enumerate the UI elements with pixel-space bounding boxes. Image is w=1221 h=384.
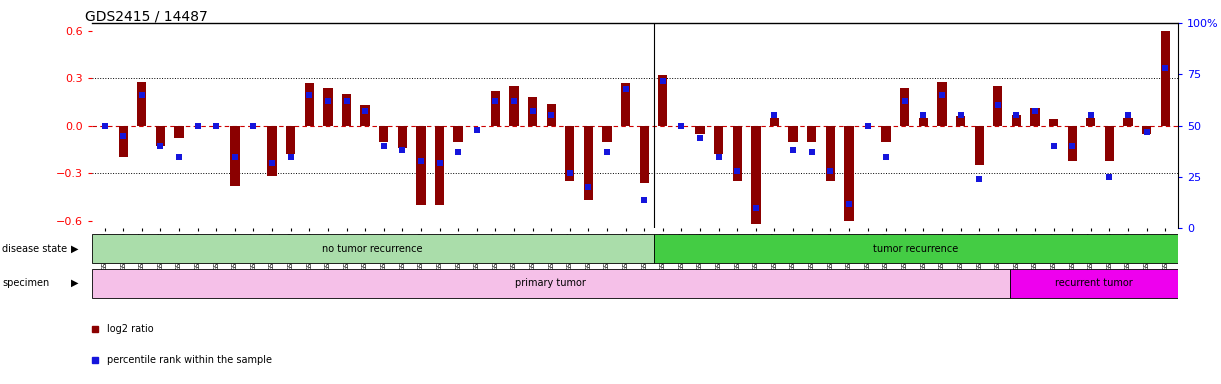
Text: percentile rank within the sample: percentile rank within the sample xyxy=(107,356,272,366)
Bar xyxy=(453,126,463,142)
Bar xyxy=(547,104,556,126)
Bar xyxy=(1161,31,1170,126)
Bar xyxy=(1105,126,1114,161)
Bar xyxy=(1087,118,1095,126)
Bar xyxy=(156,126,165,146)
Bar xyxy=(565,126,574,181)
Bar xyxy=(769,118,779,126)
Bar xyxy=(640,126,648,183)
Bar xyxy=(918,118,928,126)
Bar xyxy=(1010,268,1178,298)
Bar xyxy=(398,126,407,148)
Text: GDS2415 / 14487: GDS2415 / 14487 xyxy=(85,10,209,23)
Bar xyxy=(137,81,147,126)
Bar xyxy=(584,126,593,200)
Text: recurrent tumor: recurrent tumor xyxy=(1055,278,1133,288)
Bar xyxy=(714,126,723,154)
Bar xyxy=(602,126,612,142)
Bar xyxy=(1142,126,1151,134)
Bar xyxy=(974,126,984,165)
Bar xyxy=(696,126,705,134)
Bar xyxy=(751,126,761,224)
Bar xyxy=(360,105,370,126)
Bar xyxy=(267,126,277,176)
Text: ▶: ▶ xyxy=(71,278,78,288)
Bar xyxy=(416,126,426,205)
Bar xyxy=(956,116,966,126)
Bar xyxy=(844,126,853,220)
Bar xyxy=(118,126,128,157)
Bar xyxy=(1031,108,1039,126)
Text: tumor recurrence: tumor recurrence xyxy=(873,243,958,254)
Bar xyxy=(92,268,1010,298)
Bar xyxy=(1067,126,1077,161)
Bar xyxy=(789,126,797,142)
Bar xyxy=(1049,119,1059,126)
Bar xyxy=(621,83,630,126)
Bar xyxy=(527,97,537,126)
Bar xyxy=(304,83,314,126)
Text: log2 ratio: log2 ratio xyxy=(107,324,154,334)
Text: no tumor recurrence: no tumor recurrence xyxy=(322,243,422,254)
Bar xyxy=(231,126,239,186)
Bar xyxy=(938,81,946,126)
Bar xyxy=(993,86,1002,126)
Text: disease state: disease state xyxy=(2,243,67,254)
Bar xyxy=(653,234,1178,263)
Bar xyxy=(286,126,295,154)
Bar xyxy=(900,88,910,126)
Bar xyxy=(1123,118,1133,126)
Bar xyxy=(175,126,183,138)
Bar xyxy=(882,126,891,142)
Bar xyxy=(733,126,742,181)
Text: specimen: specimen xyxy=(2,278,50,288)
Text: primary tumor: primary tumor xyxy=(515,278,586,288)
Bar xyxy=(342,94,352,126)
Text: ▶: ▶ xyxy=(71,243,78,254)
Bar xyxy=(435,126,444,205)
Bar xyxy=(509,86,519,126)
Bar xyxy=(1012,115,1021,126)
Bar xyxy=(825,126,835,181)
Bar xyxy=(807,126,817,142)
Bar xyxy=(491,91,501,126)
Bar xyxy=(379,126,388,142)
Bar xyxy=(324,88,332,126)
Bar xyxy=(92,234,653,263)
Bar xyxy=(658,75,668,126)
